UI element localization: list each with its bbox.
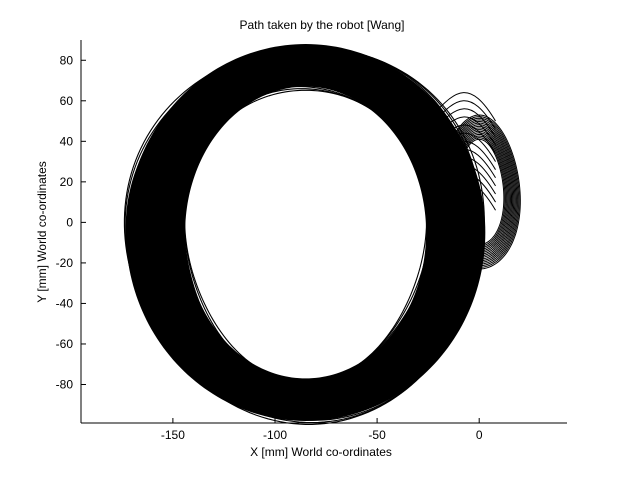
connector-stroke [433, 165, 496, 195]
path-loop [164, 69, 444, 389]
connector-stroke [433, 181, 496, 211]
plot-area [123, 44, 521, 425]
path-loop [127, 47, 477, 419]
path-loop [140, 50, 473, 408]
lobe-loop [439, 117, 519, 267]
path-loop [167, 70, 443, 387]
path-loop [150, 58, 468, 407]
path-loop [173, 73, 442, 386]
x-axis-label: X [mm] World co-ordinates [250, 445, 392, 459]
y-axis-label: Y [mm] World co-ordinates [35, 161, 49, 303]
path-loop [176, 75, 441, 385]
x-tick-label: 0 [476, 428, 483, 442]
y-tick-label: 60 [60, 94, 74, 108]
path-loop [136, 48, 473, 409]
connector-stroke [433, 124, 496, 154]
path-loop [181, 80, 438, 385]
path-loop [179, 78, 440, 385]
path-loop [148, 56, 470, 407]
path-loop [151, 61, 466, 407]
lobe-loop [454, 138, 505, 246]
path-loop [156, 69, 449, 399]
path-loop [161, 69, 444, 392]
chart-title: Path taken by the robot [Wang] [240, 18, 405, 32]
y-tick-label: 0 [66, 215, 73, 229]
path-loop [159, 69, 445, 394]
connector-stroke [433, 173, 496, 203]
path-loop [157, 69, 447, 397]
axes: -150 -100 -50 0 -80 -60 -40 -20 0 20 40 60 80 [56, 40, 567, 442]
lobe-loop [440, 119, 518, 265]
path-loop [123, 46, 485, 425]
path-loop [131, 47, 475, 414]
path-loop [133, 48, 474, 411]
connector-stroke [433, 92, 496, 122]
y-tick-label: -20 [56, 256, 74, 270]
connector-stroke [433, 108, 496, 138]
path-loop [146, 53, 471, 407]
y-tick-label: 20 [60, 175, 74, 189]
connector-stroke [433, 100, 496, 130]
x-tick-label: -150 [161, 428, 185, 442]
lobe-loop [437, 114, 521, 270]
lobe-loop [450, 133, 508, 251]
lobe-loop [446, 127, 513, 257]
path-loop [170, 72, 443, 386]
x-tick-label: -100 [263, 428, 287, 442]
y-tick-label: 40 [60, 134, 74, 148]
y-tick-label: 80 [60, 53, 74, 67]
connector-stroke [433, 140, 496, 170]
lobe-loop [451, 135, 507, 249]
lobe-loop [438, 116, 520, 268]
lobe-loop [448, 130, 510, 254]
path-loop [152, 64, 464, 407]
lobe-loop [447, 129, 511, 255]
connector-stroke [433, 156, 496, 187]
path-loop [183, 85, 433, 385]
x-tick-label: -50 [368, 428, 386, 442]
connector-stroke [433, 148, 496, 179]
lobe-loop [443, 122, 516, 262]
path-loop [182, 83, 436, 385]
connector-stroke [433, 132, 496, 162]
y-tick-label: -60 [56, 337, 74, 351]
lobe-loop [441, 120, 517, 264]
y-tick-label: -40 [56, 296, 74, 310]
y-tick-label: -80 [56, 377, 74, 391]
path-loop [125, 47, 480, 421]
path-loop [129, 47, 476, 416]
connector-stroke [433, 116, 496, 146]
path-loop [143, 51, 472, 407]
